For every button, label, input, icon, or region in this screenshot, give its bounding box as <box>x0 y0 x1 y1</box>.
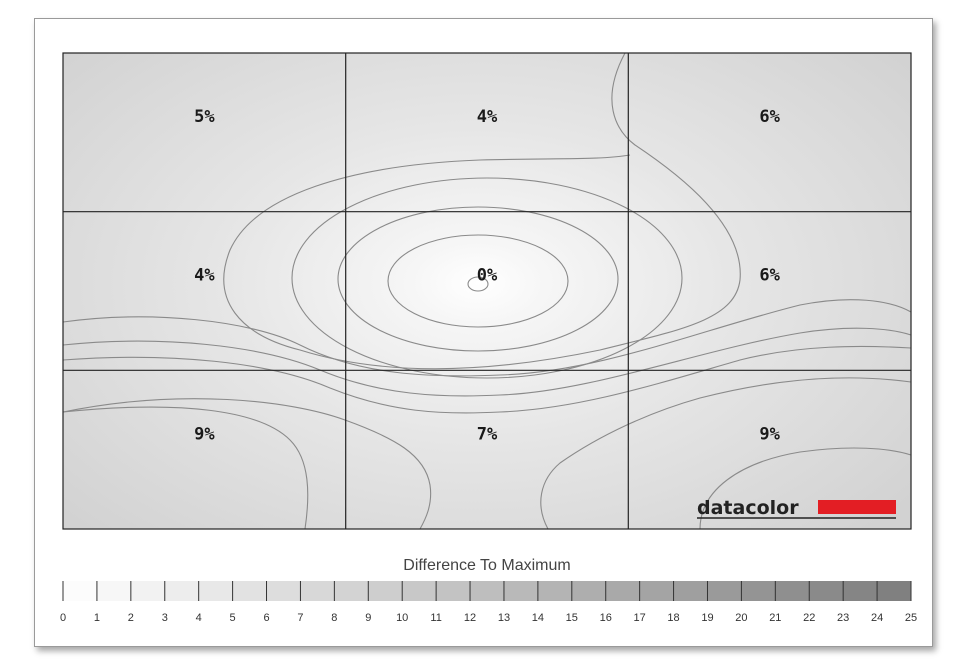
color-scale-legend: 0 1 2 3 4 5 6 7 8 9 10 11 12 13 14 15 16 17 18 19 20 21 22 23 24… <box>60 581 917 624</box>
legend-tick-label: 1 <box>94 612 100 624</box>
heatmap-area <box>63 53 911 529</box>
legend-swatch <box>537 581 572 601</box>
contour-line <box>62 398 432 530</box>
datacolor-logo: datacolor <box>697 497 896 519</box>
legend-swatch <box>164 581 199 601</box>
contour-ring <box>387 234 569 328</box>
legend-tick-label: 9 <box>365 612 371 624</box>
contour-ring <box>291 177 683 379</box>
contour-line <box>62 345 912 414</box>
legend-tick-label: 3 <box>162 612 168 624</box>
contour-line <box>62 406 309 530</box>
legend-tick-label: 18 <box>667 612 679 624</box>
cell-value-label: 6% <box>759 266 780 286</box>
legend-swatch <box>402 581 437 601</box>
legend-swatch <box>571 581 606 601</box>
legend-swatch <box>96 581 131 601</box>
datacolor-logo-text: datacolor <box>697 497 799 519</box>
cell-value-label: 5% <box>194 107 215 127</box>
legend-swatch <box>334 581 369 601</box>
legend-swatch <box>436 581 471 601</box>
legend-swatch <box>266 581 301 601</box>
legend-tick-label: 14 <box>532 612 544 624</box>
legend-swatch <box>741 581 776 601</box>
contour-line <box>62 327 912 397</box>
cell-value-label: 9% <box>759 424 780 444</box>
legend-swatch <box>470 581 504 601</box>
legend-swatch <box>775 581 810 601</box>
legend-swatch <box>63 581 97 601</box>
datacolor-logo-bar <box>818 500 896 514</box>
plot-border <box>62 52 912 530</box>
legend-tick-label: 21 <box>769 612 781 624</box>
cell-labels: 5% 4% 6% 4% 0% 6% 9% 7% 9% <box>194 107 781 444</box>
contour-ring <box>337 206 619 352</box>
contour-line <box>62 299 912 377</box>
legend-swatch <box>707 581 742 601</box>
cell-value-label: 4% <box>194 266 215 286</box>
legend-tick-label: 11 <box>430 612 441 624</box>
legend-title: Difference To Maximum <box>403 557 570 574</box>
legend-tick-label: 5 <box>230 612 236 624</box>
legend-tick-label: 19 <box>701 612 713 624</box>
cell-value-label: 6% <box>759 107 780 127</box>
zone-grid <box>62 52 912 530</box>
legend-tick-label: 24 <box>871 612 883 624</box>
legend-swatch <box>605 581 640 601</box>
legend-tick-label: 0 <box>60 612 66 624</box>
contour-line <box>699 447 912 530</box>
legend-tick-label: 7 <box>297 612 303 624</box>
legend-swatch <box>368 581 403 601</box>
legend-tick-label: 6 <box>263 612 269 624</box>
legend-tick-label: 22 <box>803 612 815 624</box>
cell-value-label: 0% <box>477 266 498 286</box>
legend-swatch <box>198 581 233 601</box>
legend-swatch <box>300 581 335 601</box>
legend-tick-label: 4 <box>196 612 202 624</box>
legend-swatch <box>503 581 538 601</box>
legend-swatch <box>130 581 165 601</box>
contour-lines <box>62 52 912 530</box>
legend-swatch <box>877 581 911 601</box>
legend-tick-label: 15 <box>566 612 578 624</box>
legend-swatch <box>673 581 708 601</box>
legend-tick-label: 13 <box>498 612 510 624</box>
legend-tick-label: 20 <box>735 612 747 624</box>
legend-tick-label: 16 <box>600 612 612 624</box>
legend-tick-label: 12 <box>464 612 476 624</box>
cell-value-label: 7% <box>477 424 498 444</box>
legend-tick-label: 2 <box>128 612 134 624</box>
legend-swatch <box>809 581 844 601</box>
contour-line <box>540 377 912 530</box>
legend-tick-label: 10 <box>396 612 408 624</box>
cell-value-label: 9% <box>194 424 215 444</box>
legend-swatch <box>639 581 674 601</box>
legend-tick-label: 8 <box>331 612 337 624</box>
legend-tick-label: 17 <box>634 612 646 624</box>
legend-swatch <box>843 581 878 601</box>
legend-tick-label: 23 <box>837 612 849 624</box>
contour-line <box>223 52 741 370</box>
legend-swatch <box>232 581 267 601</box>
cell-value-label: 4% <box>477 107 498 127</box>
contour-ring <box>467 276 489 292</box>
legend-tick-label: 25 <box>905 612 917 624</box>
